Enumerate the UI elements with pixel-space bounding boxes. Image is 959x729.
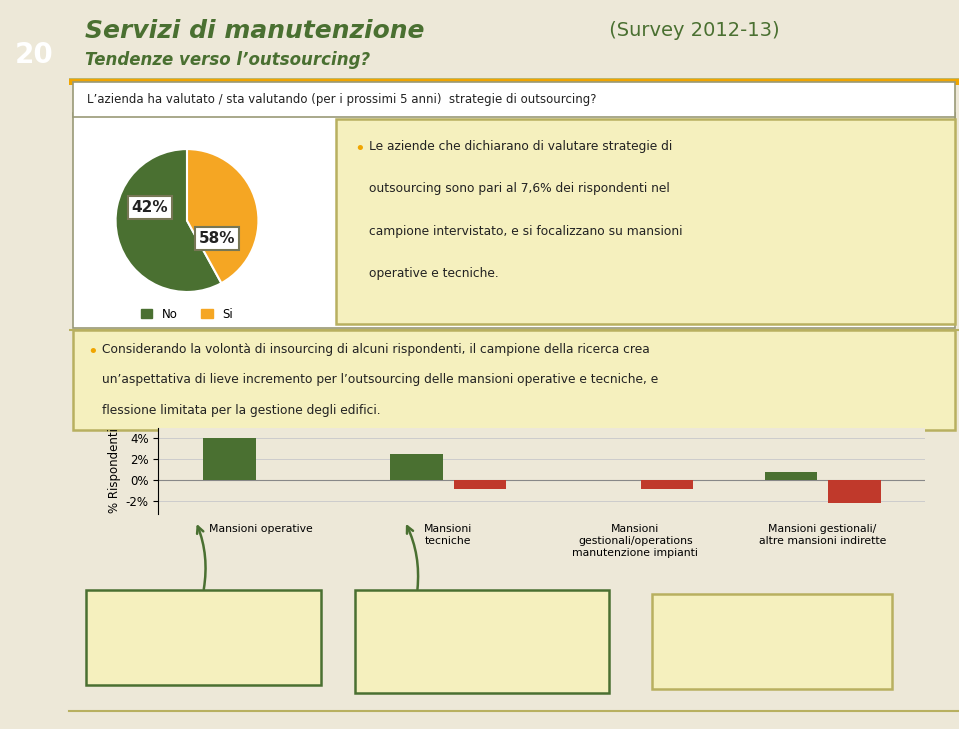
Text: Officine: Officine	[117, 603, 162, 616]
Text: •: •	[354, 140, 364, 158]
Text: Le aziende che dichiarano di valutare strategie di: Le aziende che dichiarano di valutare st…	[369, 140, 672, 153]
Text: •: •	[87, 343, 98, 361]
Text: Servizi di manutenzione: Servizi di manutenzione	[85, 19, 425, 42]
Text: Interventi sugli impianti: Interventi sugli impianti	[117, 620, 259, 634]
Bar	[69, 79, 959, 85]
Text: Diagnostica tecnica: Diagnostica tecnica	[386, 620, 502, 634]
Y-axis label: % Rispondenti: % Rispondenti	[108, 429, 122, 513]
Text: (Survey 2012-13): (Survey 2012-13)	[603, 21, 780, 40]
Bar	[203, 438, 255, 480]
Text: Verso l’insourcing: Verso l’insourcing	[683, 636, 787, 650]
Text: operative e tecniche.: operative e tecniche.	[369, 267, 499, 280]
Text: 58%: 58%	[199, 231, 235, 246]
Text: •: •	[374, 621, 382, 634]
Text: •: •	[105, 621, 113, 634]
Text: •: •	[374, 604, 382, 617]
Bar	[454, 480, 506, 488]
FancyBboxPatch shape	[74, 330, 954, 430]
FancyBboxPatch shape	[74, 113, 954, 328]
Text: Considerando la volontà di insourcing di alcuni rispondenti, il campione della r: Considerando la volontà di insourcing di…	[102, 343, 650, 356]
Text: LEGENDA:: LEGENDA:	[669, 607, 740, 620]
Text: 20: 20	[15, 41, 54, 69]
Text: Tendenze verso l’outsourcing?: Tendenze verso l’outsourcing?	[85, 51, 370, 69]
Text: Ingegneria di manutenzione: Ingegneria di manutenzione	[386, 603, 552, 616]
Wedge shape	[187, 149, 258, 283]
Wedge shape	[116, 149, 222, 292]
Text: 42%: 42%	[131, 200, 168, 215]
Text: ●: ●	[669, 637, 682, 651]
Text: flessione limitata per la gestione degli edifici.: flessione limitata per la gestione degli…	[102, 404, 381, 417]
FancyBboxPatch shape	[336, 119, 954, 324]
FancyBboxPatch shape	[74, 82, 954, 117]
Bar	[390, 454, 443, 480]
Bar	[764, 472, 817, 480]
Text: ●: ●	[669, 621, 682, 635]
Bar	[641, 480, 693, 488]
Legend: No, Si: No, Si	[136, 303, 238, 325]
Text: Verso l’outsourcing: Verso l’outsourcing	[683, 620, 796, 634]
Text: •: •	[105, 604, 113, 617]
Bar	[829, 480, 880, 504]
Text: L’azienda ha valutato / sta valutando (per i prossimi 5 anni)  strategie di outs: L’azienda ha valutato / sta valutando (p…	[87, 93, 596, 106]
Text: un’aspettativa di lieve incremento per l’outsourcing delle mansioni operative e : un’aspettativa di lieve incremento per l…	[102, 373, 658, 386]
Text: outsourcing sono pari al 7,6% dei rispondenti nel: outsourcing sono pari al 7,6% dei rispon…	[369, 182, 669, 195]
Text: campione intervistato, e si focalizzano su mansioni: campione intervistato, e si focalizzano …	[369, 225, 683, 238]
